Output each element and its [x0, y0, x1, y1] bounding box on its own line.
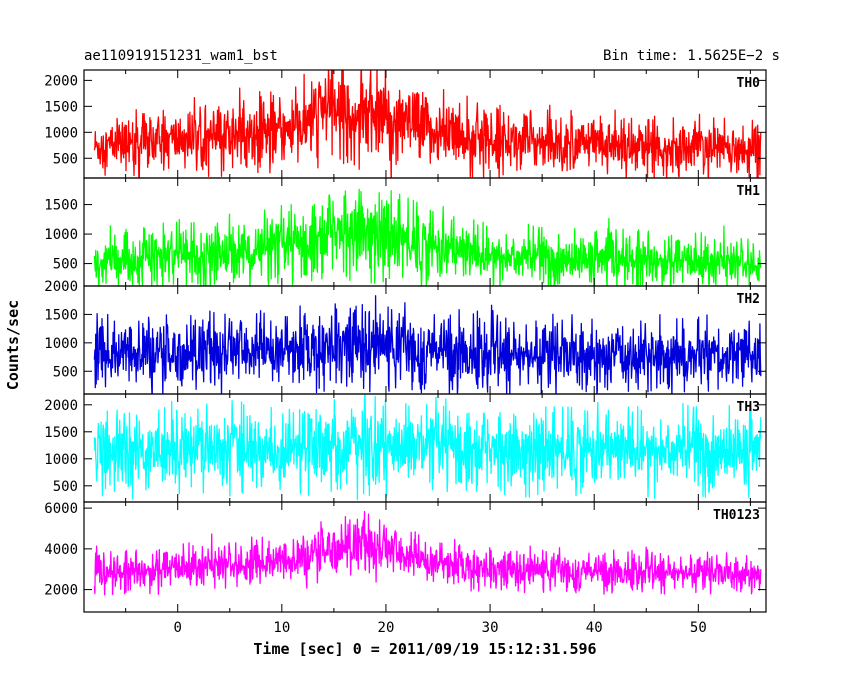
panel-label-th0123: TH0123: [713, 508, 760, 523]
panel-th0: 500 1000 1500 2000 TH0: [44, 69, 767, 179]
panel-th0123: 2000 4000 6000 TH0123: [44, 501, 767, 613]
y-tick-label: 6000: [44, 501, 78, 517]
x-tick-label: 10: [273, 620, 290, 636]
series-line-th3: [93, 394, 762, 501]
y-tick-label: 1500: [44, 198, 78, 214]
panel-label-th0: TH0: [737, 76, 761, 91]
y-tick-label: 1000: [44, 125, 78, 141]
panel-frame: [83, 501, 767, 613]
panel-label-th2: TH2: [737, 292, 760, 307]
x-tick-label: 40: [586, 620, 603, 636]
left-title: ae110919151231_wam1_bst: [84, 48, 278, 64]
y-tick-label: 2000: [44, 279, 78, 295]
y-tick-label: 1000: [44, 227, 78, 243]
y-tick-label: 500: [53, 479, 78, 495]
x-axis-label: Time [sec] 0 = 2011/09/19 15:12:31.596: [253, 640, 596, 658]
y-tick-label: 2000: [44, 398, 78, 414]
series-line-th0123: [93, 510, 762, 596]
x-tick-labels: 0 10 20 30 40 50: [173, 620, 706, 636]
panel-th1: 500 1000 1500 TH1: [44, 177, 767, 287]
y-tick-label: 1500: [44, 307, 78, 323]
panel-th3: 500 1000 1500 2000 TH3: [44, 393, 767, 503]
y-tick-label: 1500: [44, 99, 78, 115]
series-line-th2: [93, 295, 762, 394]
y-axis-label: Counts/sec: [4, 300, 22, 390]
series-line-th1: [93, 188, 762, 286]
panels-group: 500 1000 1500 2000 TH0 500 1000 1500 TH1 500 1000 1…: [44, 69, 767, 613]
y-tick-label: 500: [53, 364, 78, 380]
panel-th2: 500 1000 1500 2000 TH2: [44, 279, 767, 395]
y-tick-label: 500: [53, 257, 78, 273]
x-tick-label: 30: [482, 620, 499, 636]
y-tick-label: 500: [53, 151, 78, 167]
x-tick-label: 50: [690, 620, 707, 636]
x-tick-label: 0: [173, 620, 181, 636]
y-tick-label: 1000: [44, 336, 78, 352]
y-tick-label: 1500: [44, 425, 78, 441]
panel-label-th1: TH1: [737, 184, 761, 199]
x-tick-label: 20: [378, 620, 395, 636]
y-tick-label: 2000: [44, 73, 78, 89]
bin-time-label: Bin time: 1.5625E−2 s: [603, 48, 780, 64]
y-tick-label: 2000: [44, 583, 78, 599]
y-tick-label: 1000: [44, 452, 78, 468]
panel-label-th3: TH3: [737, 400, 760, 415]
series-line-th0: [93, 70, 762, 178]
y-tick-label: 4000: [44, 542, 78, 558]
